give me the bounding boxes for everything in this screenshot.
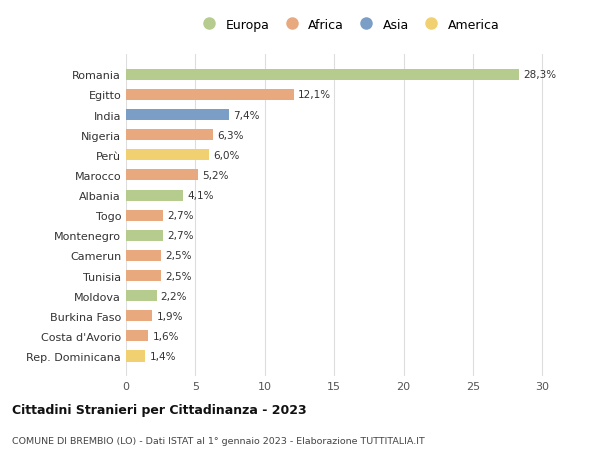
Bar [126, 330, 148, 341]
Bar [126, 351, 145, 362]
Bar [126, 210, 163, 221]
Text: 28,3%: 28,3% [523, 70, 556, 80]
Bar [126, 90, 294, 101]
Text: 1,6%: 1,6% [152, 331, 179, 341]
Text: 4,1%: 4,1% [187, 190, 214, 201]
Bar [126, 170, 198, 181]
Text: 2,2%: 2,2% [161, 291, 187, 301]
Bar [126, 150, 209, 161]
Bar [126, 70, 518, 81]
Bar [126, 130, 214, 141]
Bar [126, 190, 183, 201]
Bar [126, 230, 163, 241]
Text: Cittadini Stranieri per Cittadinanza - 2023: Cittadini Stranieri per Cittadinanza - 2… [12, 403, 307, 416]
Text: 2,7%: 2,7% [167, 211, 194, 221]
Bar [126, 250, 161, 262]
Text: 1,4%: 1,4% [149, 351, 176, 361]
Text: 1,9%: 1,9% [157, 311, 183, 321]
Text: 7,4%: 7,4% [233, 110, 259, 120]
Legend: Europa, Africa, Asia, America: Europa, Africa, Asia, America [194, 17, 502, 34]
Text: 12,1%: 12,1% [298, 90, 331, 100]
Bar [126, 311, 152, 322]
Text: 2,5%: 2,5% [165, 271, 191, 281]
Text: 5,2%: 5,2% [202, 171, 229, 180]
Bar [126, 270, 161, 281]
Text: COMUNE DI BREMBIO (LO) - Dati ISTAT al 1° gennaio 2023 - Elaborazione TUTTITALIA: COMUNE DI BREMBIO (LO) - Dati ISTAT al 1… [12, 436, 425, 445]
Bar [126, 110, 229, 121]
Text: 2,7%: 2,7% [167, 231, 194, 241]
Bar [126, 291, 157, 302]
Text: 6,3%: 6,3% [218, 130, 244, 140]
Text: 6,0%: 6,0% [214, 151, 240, 161]
Text: 2,5%: 2,5% [165, 251, 191, 261]
